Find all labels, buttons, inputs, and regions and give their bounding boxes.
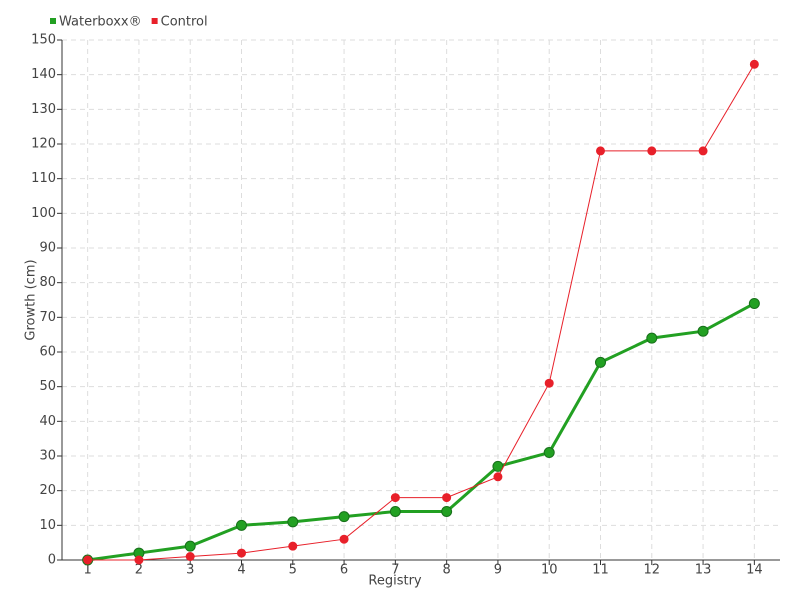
y-axis-label: Growth (cm) (24, 259, 39, 340)
legend-swatch (151, 18, 158, 24)
x-tick-label: 6 (340, 563, 348, 578)
data-point (83, 555, 93, 565)
y-tick-label: 110 (31, 171, 56, 186)
data-point (237, 548, 246, 558)
y-tick-label: 130 (31, 102, 56, 117)
y-tick-label: 100 (31, 206, 56, 221)
y-tick-label: 140 (31, 67, 56, 82)
x-tick-label: 7 (391, 563, 399, 578)
x-tick-label: 9 (494, 563, 502, 578)
data-point (338, 511, 350, 523)
data-point (544, 378, 554, 388)
legend-swatch (50, 18, 56, 24)
y-tick-label: 30 (39, 449, 56, 464)
data-point (493, 472, 503, 482)
data-point (389, 505, 401, 517)
x-tick-label: 11 (592, 563, 609, 578)
data-point (492, 460, 504, 472)
x-tick-label: 10 (541, 563, 558, 578)
data-point (697, 325, 709, 337)
series-line (87, 302, 756, 562)
data-point (698, 146, 708, 156)
x-tick-label: 2 (135, 563, 143, 578)
y-tick-label: 20 (39, 483, 56, 498)
data-point (595, 356, 606, 368)
data-point (543, 447, 555, 459)
y-tick-label: 120 (31, 137, 56, 152)
data-point (596, 146, 605, 156)
data-point (287, 516, 299, 528)
x-tick-label: 4 (237, 563, 245, 578)
y-tick-label: 40 (39, 414, 56, 429)
x-tick-label: 8 (443, 563, 451, 578)
data-point (442, 493, 452, 503)
y-tick-label: 80 (39, 275, 56, 290)
x-tick-label: 14 (746, 563, 763, 578)
y-tick-label: 90 (39, 241, 56, 256)
data-point (184, 540, 196, 552)
data-point (647, 146, 657, 156)
series-line (87, 64, 755, 561)
data-point (441, 505, 453, 517)
x-tick-label: 12 (644, 563, 661, 578)
y-tick-label: 60 (39, 345, 56, 360)
legend-label: Waterboxx® (59, 15, 142, 30)
x-tick-label: 5 (289, 563, 297, 578)
y-tick-label: 70 (39, 310, 56, 325)
data-point (134, 555, 144, 565)
x-tick-label: 1 (84, 563, 92, 578)
data-point (339, 534, 349, 544)
x-tick-label: 13 (695, 563, 712, 578)
data-point (390, 493, 400, 503)
data-point (288, 541, 298, 551)
x-axis-label: Registry (368, 574, 422, 589)
data-point (236, 519, 247, 531)
y-tick-label: 50 (39, 379, 56, 394)
data-point (748, 297, 760, 309)
x-tick-label: 3 (186, 563, 194, 578)
data-point (185, 552, 195, 562)
data-point (749, 59, 759, 69)
y-tick-label: 10 (39, 518, 56, 533)
legend-label: Control (161, 15, 208, 30)
y-tick-label: 150 (31, 33, 56, 48)
data-point (646, 332, 658, 344)
y-tick-label: 0 (48, 553, 56, 568)
